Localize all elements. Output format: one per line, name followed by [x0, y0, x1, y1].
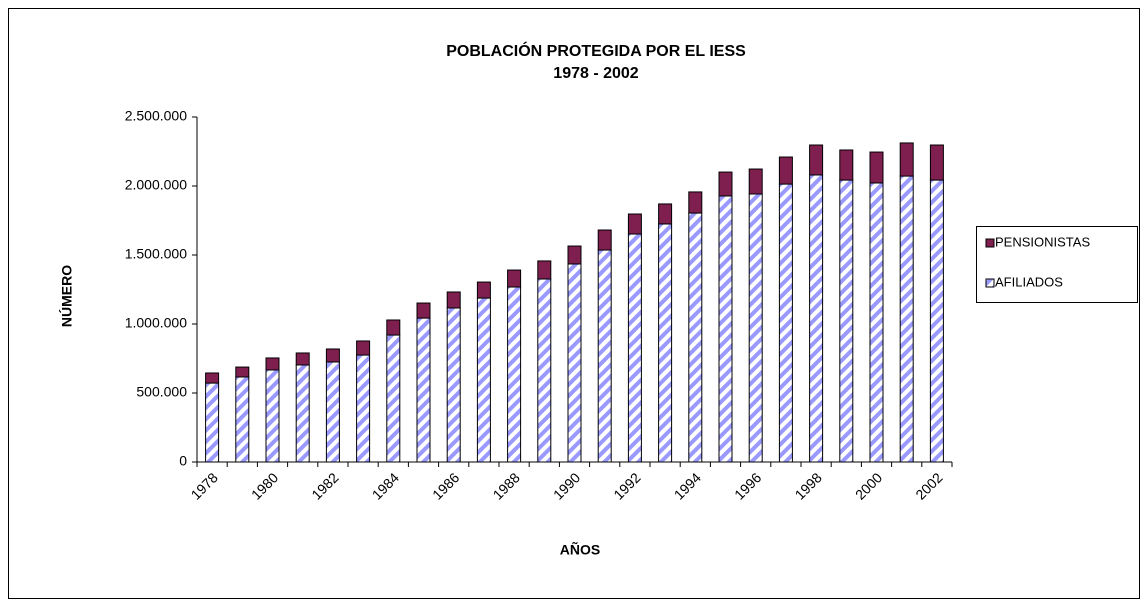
bar-segment	[295, 352, 310, 366]
bar-segment	[778, 183, 793, 463]
bar-segment	[869, 182, 884, 463]
bar-segment	[356, 340, 371, 356]
bar-segment	[446, 291, 461, 309]
bar-segment	[325, 361, 340, 463]
chart-subtitle: 1978 - 2002	[553, 65, 639, 82]
bar-segment	[688, 212, 703, 463]
legend-label: AFILIADOS	[995, 274, 1063, 289]
bar-segment	[929, 144, 944, 181]
bar-segment	[476, 297, 491, 463]
bar-segment	[869, 151, 884, 184]
x-axis-label: AÑOS	[560, 541, 600, 558]
bar-segment	[265, 369, 280, 463]
bar-segment	[627, 213, 642, 235]
legend-swatch	[985, 238, 995, 248]
legend-box	[976, 226, 1138, 303]
legend-label: PENSIONISTAS	[995, 234, 1090, 249]
y-tick-label: 2.000.000	[125, 177, 187, 193]
y-tick-label: 2.500.000	[125, 108, 187, 124]
bar-segment	[627, 233, 642, 463]
y-tick-label: 0	[179, 453, 187, 469]
bar-segment	[507, 269, 522, 288]
y-tick-label: 500.000	[136, 384, 187, 400]
y-tick-label: 1.000.000	[125, 315, 187, 331]
bar-segment	[809, 144, 824, 176]
bar-segment	[295, 364, 310, 463]
bar-segment	[386, 319, 401, 336]
bar-segment	[356, 354, 371, 463]
bar-segment	[748, 193, 763, 463]
bar-segment	[446, 307, 461, 463]
bar-segment	[839, 149, 854, 181]
bar-segment	[235, 376, 250, 463]
chart-title: POBLACIÓN PROTEGIDA POR EL IESS	[446, 41, 746, 60]
bar-segment	[265, 357, 280, 371]
bar-segment	[567, 245, 582, 265]
bar-segment	[597, 249, 612, 463]
bar-segment	[809, 174, 824, 463]
bar-segment	[205, 372, 220, 384]
bar-segment	[929, 179, 944, 463]
bar-segment	[416, 317, 431, 463]
bar-segment	[688, 191, 703, 214]
bar-segment	[778, 156, 793, 185]
bar-segment	[748, 168, 763, 195]
legend-swatch	[985, 278, 995, 288]
bar-segment	[718, 171, 733, 197]
bar-segment	[899, 142, 914, 177]
y-axis-label: NÚMERO	[58, 265, 75, 327]
bar-segment	[476, 281, 491, 299]
bar-segment	[537, 260, 552, 280]
bar-segment	[658, 223, 673, 463]
bar-segment	[537, 278, 552, 463]
bar-segment	[658, 203, 673, 225]
bar-segment	[205, 382, 220, 463]
bar-segment	[507, 286, 522, 463]
bar-segment	[235, 366, 250, 378]
bar-segment	[567, 263, 582, 463]
bar-segment	[839, 179, 854, 463]
y-tick-label: 1.500.000	[125, 246, 187, 262]
bar-segment	[386, 334, 401, 463]
bar-segment	[718, 195, 733, 463]
bar-segment	[597, 229, 612, 251]
bar-segment	[899, 175, 914, 463]
bar-segment	[325, 348, 340, 363]
bar-segment	[416, 302, 431, 319]
